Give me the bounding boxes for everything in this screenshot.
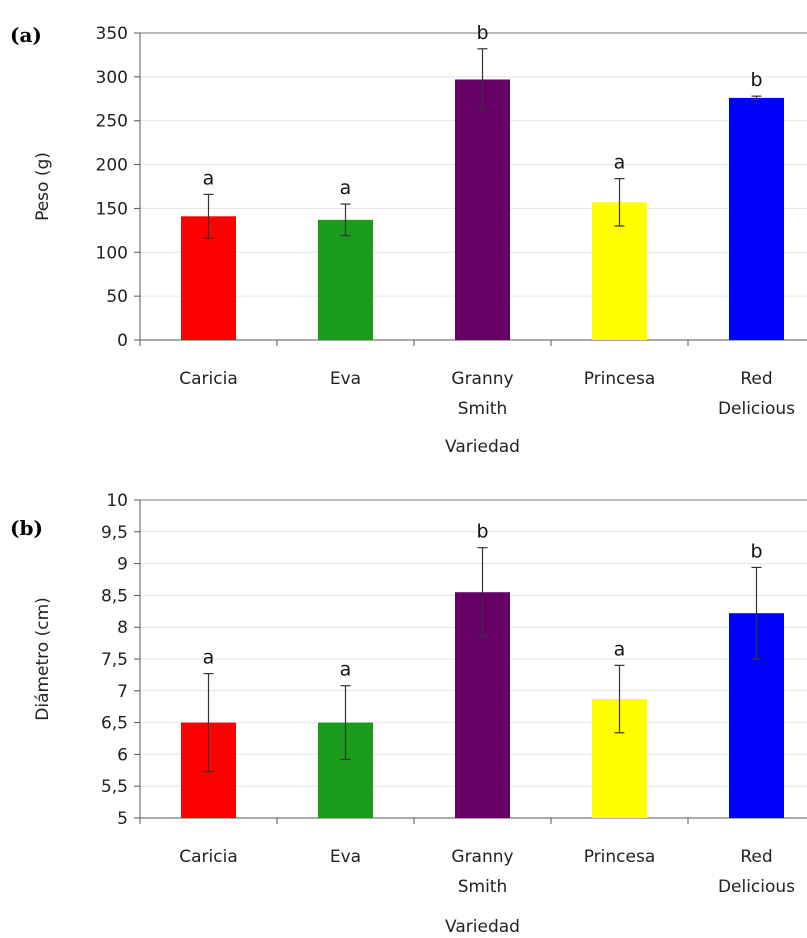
y-tick-label: 7 bbox=[117, 682, 128, 702]
x-category-label: Smith bbox=[458, 877, 508, 897]
group-letter-2: b bbox=[476, 521, 488, 543]
chart-panel-b: 5 5,5 6 6,5 7 7,5 8 8,5 9 9,5 10 a Caricia a Eva b Grann… bbox=[10, 491, 807, 937]
bar-1 bbox=[318, 219, 373, 340]
y-tick-label: 6,5 bbox=[101, 714, 128, 734]
y-axis-title: Peso (g) bbox=[33, 152, 53, 221]
x-category-label: Delicious bbox=[718, 399, 795, 419]
x-category-label: Red bbox=[740, 369, 772, 389]
group-letter-2: b bbox=[476, 22, 488, 44]
bar-2 bbox=[455, 79, 510, 340]
y-tick-label: 5 bbox=[117, 809, 128, 829]
x-axis-title: Variedad bbox=[445, 437, 520, 457]
x-category-label: Caricia bbox=[179, 369, 238, 389]
x-category-label: Red bbox=[740, 847, 772, 867]
group-letter-3: a bbox=[614, 638, 626, 660]
group-letter-1: a bbox=[340, 177, 352, 199]
x-category-label: Granny bbox=[451, 847, 513, 867]
y-tick-label: 6 bbox=[117, 745, 128, 765]
panel-label: (b) bbox=[10, 516, 43, 540]
x-axis-title: Variedad bbox=[445, 917, 520, 937]
y-tick-label: 9 bbox=[117, 555, 128, 575]
y-tick-label: 8 bbox=[117, 618, 128, 638]
x-category-label: Granny bbox=[451, 369, 513, 389]
y-tick-label: 9,5 bbox=[101, 523, 128, 543]
y-tick-label: 5,5 bbox=[101, 777, 128, 797]
bar-4 bbox=[729, 97, 784, 340]
x-category-label: Caricia bbox=[179, 847, 238, 867]
y-tick-label: 250 bbox=[96, 112, 128, 132]
x-category-label: Smith bbox=[458, 399, 508, 419]
y-tick-label: 7,5 bbox=[101, 650, 128, 670]
group-letter-1: a bbox=[340, 659, 352, 681]
group-letter-0: a bbox=[203, 647, 215, 669]
x-category-label: Delicious bbox=[718, 877, 795, 897]
x-category-label: Eva bbox=[330, 847, 361, 867]
x-category-label: Princesa bbox=[584, 369, 656, 389]
y-tick-label: 8,5 bbox=[101, 586, 128, 606]
y-tick-label: 150 bbox=[96, 199, 128, 219]
y-axis-title: Diámetro (cm) bbox=[33, 597, 53, 721]
group-letter-4: b bbox=[750, 540, 762, 562]
y-tick-label: 300 bbox=[96, 68, 128, 88]
y-tick-label: 100 bbox=[96, 243, 128, 263]
group-letter-3: a bbox=[614, 152, 626, 174]
y-tick-label: 200 bbox=[96, 156, 128, 176]
group-letter-4: b bbox=[750, 69, 762, 91]
x-category-label: Eva bbox=[330, 369, 361, 389]
x-category-label: Princesa bbox=[584, 847, 656, 867]
y-tick-label: 10 bbox=[106, 491, 128, 511]
y-tick-label: 50 bbox=[106, 287, 128, 307]
group-letter-0: a bbox=[203, 167, 215, 189]
chart-panel-a: 0 50 100 150 200 250 300 350 a Caricia a Eva b Granny… bbox=[10, 22, 807, 457]
panel-label: (a) bbox=[10, 23, 42, 47]
y-tick-label: 0 bbox=[117, 331, 128, 351]
y-tick-label: 350 bbox=[96, 24, 128, 44]
